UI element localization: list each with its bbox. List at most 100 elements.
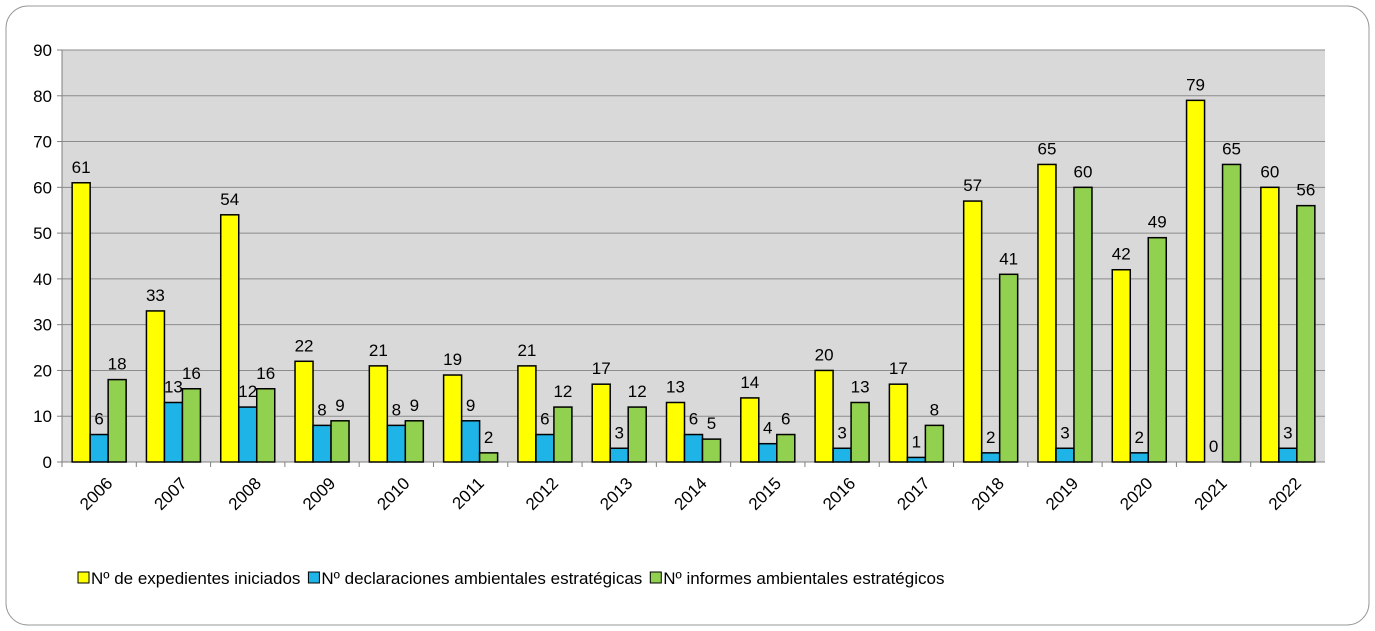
y-tick-label: 10 xyxy=(33,407,52,426)
y-tick-label: 80 xyxy=(33,87,52,106)
data-label: 6 xyxy=(781,410,790,429)
bar xyxy=(776,433,796,463)
legend-swatch xyxy=(77,571,90,584)
bar xyxy=(683,433,704,463)
data-label: 8 xyxy=(930,400,939,419)
data-label: 60 xyxy=(1260,162,1279,181)
data-label: 54 xyxy=(220,190,239,209)
data-label: 4 xyxy=(763,419,772,438)
data-label: 21 xyxy=(517,341,536,360)
bar xyxy=(404,420,425,463)
data-label: 22 xyxy=(295,336,314,355)
data-label: 57 xyxy=(963,176,982,195)
bar xyxy=(627,406,647,463)
bar xyxy=(368,365,389,463)
bar xyxy=(71,182,91,463)
bar xyxy=(163,401,184,463)
data-label: 20 xyxy=(815,345,834,364)
bar xyxy=(1037,163,1057,463)
data-label: 8 xyxy=(317,400,326,419)
data-label: 6 xyxy=(94,410,103,429)
bar xyxy=(924,424,945,463)
data-label: 6 xyxy=(689,410,698,429)
bar xyxy=(850,401,870,463)
data-label: 42 xyxy=(1112,245,1131,264)
bar xyxy=(1185,99,1206,463)
bar xyxy=(1055,447,1075,463)
y-tick-label: 20 xyxy=(33,361,52,380)
data-label: 5 xyxy=(707,414,716,433)
data-label: 33 xyxy=(146,286,165,305)
data-label: 21 xyxy=(369,341,388,360)
y-tick-label: 40 xyxy=(33,270,52,289)
bar xyxy=(701,438,722,463)
data-label: 65 xyxy=(1222,139,1241,158)
data-label: 13 xyxy=(666,377,685,396)
legend-label: Nº informes ambientales estratégicos xyxy=(663,569,944,588)
bar xyxy=(478,452,499,463)
data-label: 13 xyxy=(851,377,870,396)
data-label: 9 xyxy=(466,396,475,415)
bar xyxy=(330,420,350,463)
data-label: 61 xyxy=(72,158,91,177)
bar xyxy=(1147,236,1168,463)
bar xyxy=(1260,186,1280,463)
bar xyxy=(460,420,481,463)
data-label: 16 xyxy=(256,364,275,383)
data-label: 49 xyxy=(1148,213,1167,232)
legend-swatch xyxy=(307,571,320,584)
bar xyxy=(980,452,1001,463)
data-label: 17 xyxy=(889,359,908,378)
data-label: 13 xyxy=(164,377,183,396)
data-label: 9 xyxy=(335,396,344,415)
data-label: 2 xyxy=(484,428,493,447)
bar xyxy=(962,200,983,463)
bar xyxy=(237,406,258,463)
data-label: 1 xyxy=(912,432,921,451)
bar xyxy=(1296,204,1316,463)
bar xyxy=(517,365,537,463)
data-label: 6 xyxy=(540,410,549,429)
bar xyxy=(814,369,834,463)
data-label: 8 xyxy=(392,400,401,419)
bar xyxy=(535,433,555,463)
data-label: 0 xyxy=(1209,437,1218,456)
y-tick-label: 0 xyxy=(43,453,52,472)
legend-label: Nº de expedientes iniciados xyxy=(91,569,300,588)
bar xyxy=(386,424,407,463)
bar xyxy=(888,383,909,463)
y-tick-label: 60 xyxy=(33,178,52,197)
bar xyxy=(107,378,127,463)
data-label: 60 xyxy=(1074,162,1093,181)
bar xyxy=(89,433,109,463)
data-label: 3 xyxy=(837,423,846,442)
data-label: 56 xyxy=(1296,181,1315,200)
bar xyxy=(1221,163,1242,463)
data-label: 3 xyxy=(1283,423,1292,442)
data-label: 9 xyxy=(410,396,419,415)
data-label: 14 xyxy=(740,373,759,392)
data-label: 18 xyxy=(108,355,127,374)
y-tick-label: 90 xyxy=(33,41,52,60)
data-label: 12 xyxy=(238,382,257,401)
data-label: 12 xyxy=(628,382,647,401)
data-label: 3 xyxy=(1060,423,1069,442)
bar xyxy=(1073,186,1093,463)
bar xyxy=(181,388,202,463)
data-label: 2 xyxy=(1135,428,1144,447)
bar xyxy=(1129,452,1150,463)
data-label: 17 xyxy=(592,359,611,378)
bar xyxy=(255,388,276,463)
bar xyxy=(998,273,1019,463)
data-label: 65 xyxy=(1038,139,1057,158)
bar xyxy=(219,214,240,463)
data-label: 41 xyxy=(999,249,1018,268)
bar xyxy=(442,374,463,463)
bar xyxy=(312,424,332,463)
data-label: 12 xyxy=(553,382,572,401)
bar xyxy=(1111,268,1132,463)
bar xyxy=(145,310,166,463)
bar xyxy=(294,360,314,463)
data-label: 3 xyxy=(614,423,623,442)
